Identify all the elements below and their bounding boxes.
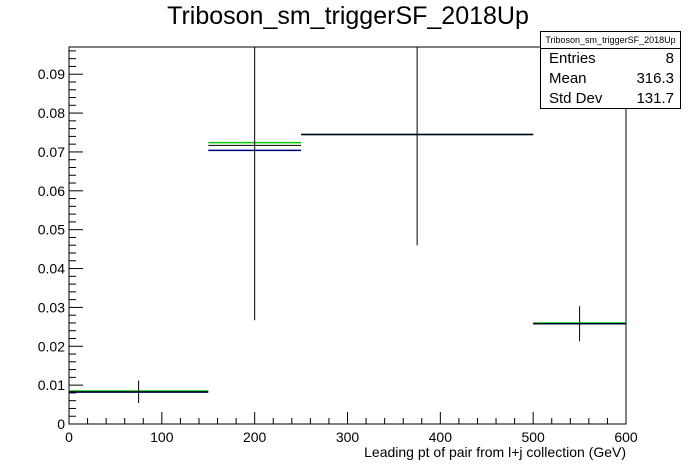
stats-row-entries: Entries 8 [541,49,680,69]
x-tick-label: 200 [243,429,267,445]
x-tick-label: 500 [521,429,545,445]
histogram-bins [69,47,626,404]
stats-row-mean: Mean 316.3 [541,69,680,89]
stats-label: Std Dev [549,90,603,107]
y-tick-label: 0.04 [38,261,65,277]
stats-row-stddev: Std Dev 131.7 [541,89,680,109]
x-tick-label: 0 [65,429,73,445]
stats-label: Entries [549,50,596,67]
stats-value: 131.7 [636,90,674,107]
stats-box-title: Triboson_sm_triggerSF_2018Up [541,32,680,49]
y-axis: 0 0.01 0.02 0.03 0.04 0.05 0.06 0.07 0.08 0.09 [38,50,83,432]
stats-box: Triboson_sm_triggerSF_2018Up Entries 8 M… [540,31,681,109]
y-tick-label: 0.07 [38,144,65,160]
x-tick-label: 100 [150,429,174,445]
y-tick-label: 0.02 [38,338,65,354]
x-axis: 0 100 200 300 400 500 600 [65,412,638,445]
y-tick-label: 0.03 [38,299,65,315]
stats-label: Mean [549,70,587,87]
x-tick-label: 300 [336,429,360,445]
y-tick-label: 0.01 [38,377,65,393]
y-tick-label: 0.05 [38,222,65,238]
stats-value: 8 [665,50,674,67]
y-tick-label: 0 [57,416,65,432]
x-axis-label: Leading pt of pair from l+j collection (… [364,444,626,460]
chart-title: Triboson_sm_triggerSF_2018Up [167,2,529,30]
y-tick-label: 0.06 [38,183,65,199]
stats-value: 316.3 [636,70,674,87]
x-tick-label: 400 [429,429,453,445]
x-tick-label: 600 [614,429,638,445]
y-tick-label: 0.09 [38,66,65,82]
y-tick-label: 0.08 [38,105,65,121]
